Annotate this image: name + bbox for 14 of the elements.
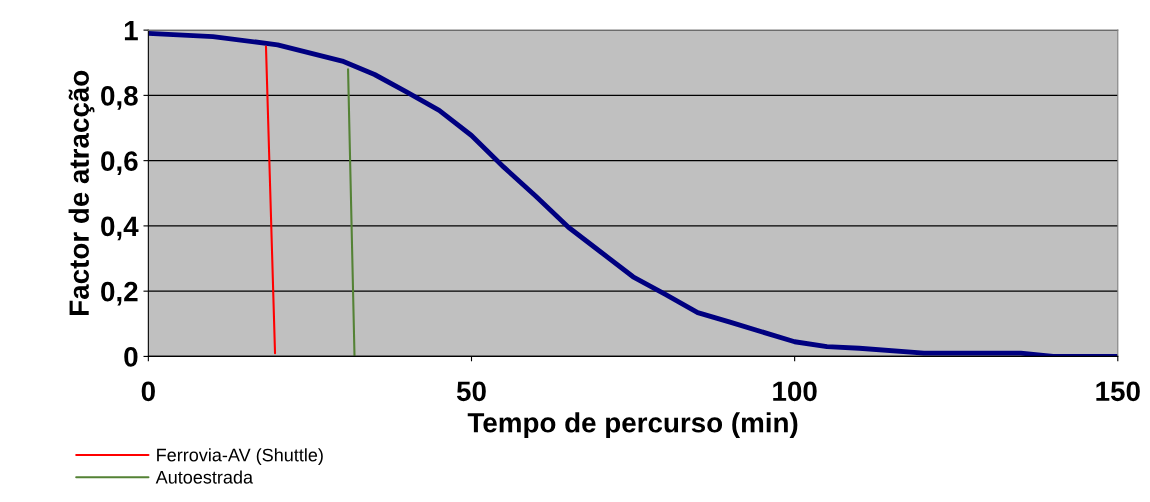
x-tick-label: 100	[773, 381, 817, 402]
y-tick-label: 0,6	[101, 151, 138, 176]
x-tick-label: 0	[141, 381, 155, 402]
y-axis-title: Factor de atracção	[68, 70, 95, 315]
x-axis-title: Tempo de percurso (min)	[467, 412, 798, 439]
y-tick-label: 0	[124, 347, 138, 367]
y-tick-label: 1	[124, 21, 138, 41]
y-tick-label: 0,4	[101, 216, 139, 241]
x-tick-label: 50	[456, 381, 486, 402]
legend-label: Ferrovia-AV (Shuttle)	[157, 448, 323, 465]
y-tick-label: 0,8	[101, 86, 138, 110]
legend-label: Autoestrada	[155, 470, 254, 484]
y-tick-label: 0,2	[101, 281, 138, 306]
x-tick-label: 150	[1096, 381, 1140, 402]
